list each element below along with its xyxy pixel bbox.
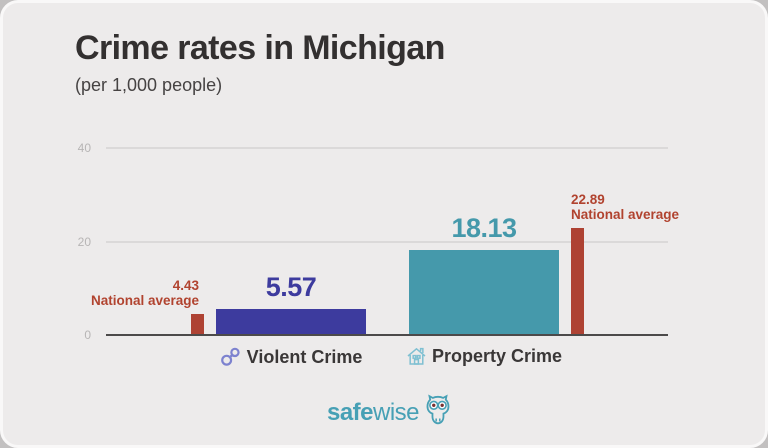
value-label-0: 5.57 [265, 272, 317, 302]
chart-title: Crime rates in Michigan [75, 29, 445, 67]
category-violent-crime: Violent Crime [220, 346, 363, 368]
safewise-logo: safewise [327, 394, 453, 431]
house-icon [406, 346, 427, 367]
national-average-bar-0 [191, 314, 204, 335]
value-label-1: 18.13 [451, 213, 517, 243]
national-average-annotation-1: 22.89 National average [571, 192, 680, 222]
chart-subtitle: (per 1,000 people) [75, 75, 223, 95]
y-tick-40: 40 [77, 141, 91, 155]
y-tick-0: 0 [84, 328, 91, 342]
gridline-40 [106, 147, 668, 149]
national-average-bar-1 [571, 228, 584, 335]
owl-icon [423, 394, 453, 431]
safewise-wordmark: safewise [326, 398, 420, 426]
national-average-annotation-0: 4.43 National average [90, 278, 199, 308]
plot-area: 0 20 40 5.57 4.43 National average 18.13 22.89 N… [3, 3, 765, 445]
category-property-crime: Property Crime [406, 346, 562, 367]
category-label: Violent Crime [246, 346, 363, 367]
handcuffs-icon [220, 346, 242, 368]
bar-violent-crime [216, 309, 366, 335]
x-axis-line [106, 334, 668, 336]
y-tick-20: 20 [77, 234, 91, 249]
gridline-20 [106, 240, 668, 243]
category-label: Property Crime [431, 346, 563, 366]
bar-property-crime [409, 250, 559, 335]
